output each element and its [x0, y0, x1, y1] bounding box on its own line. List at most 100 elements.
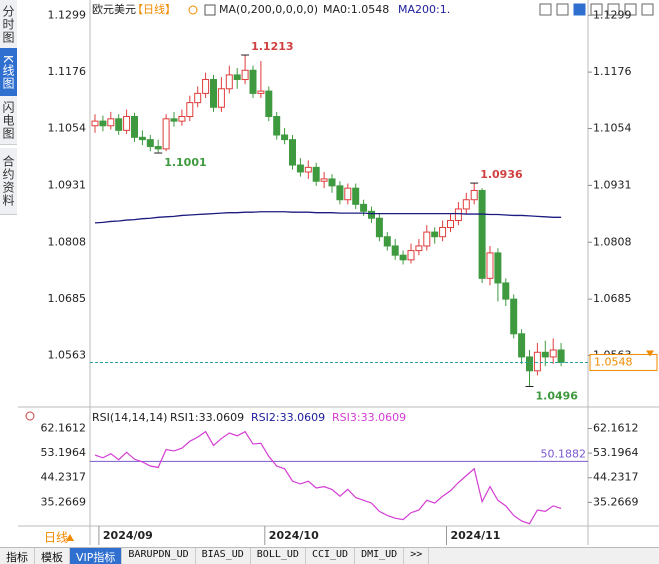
candle-body — [557, 349, 565, 363]
price-tag — [589, 353, 658, 371]
candle-body — [107, 118, 115, 127]
y-tick-label: 1.1176 — [48, 65, 87, 78]
candle-body — [304, 166, 312, 173]
icon[interactable] — [590, 3, 603, 16]
tab-bar: 指标 模板 VIP指标 BARUPDN_UD BIAS_UD BOLL_UD CCI_UD D… — [0, 547, 659, 564]
x-tick-label: 2024/09 — [103, 529, 153, 542]
tab[interactable]: BARUPDN_UD — [122, 548, 196, 564]
candle-body — [273, 116, 281, 136]
candle-body — [241, 69, 249, 81]
tab[interactable]: BIAS_UD — [196, 548, 251, 564]
y-tick-label: 1.1054 — [593, 122, 632, 135]
candle-body — [296, 164, 304, 173]
window-icons[interactable] — [539, 3, 654, 16]
annotation: 1.1213 — [251, 40, 293, 53]
symbol: 欧元美元 — [92, 3, 136, 16]
candle-body — [202, 79, 210, 94]
candle-body — [146, 139, 154, 148]
tab[interactable]: VIP指标 — [70, 548, 123, 564]
y-tick-label: 1.0563 — [48, 349, 87, 362]
tab[interactable]: >> — [404, 548, 430, 564]
legend-entry: RSI1:33.0609 — [170, 411, 244, 424]
candle-body — [99, 120, 107, 127]
tab-contract[interactable]: 合约资料 — [0, 148, 17, 215]
candle-body — [470, 189, 478, 201]
tab[interactable]: 指标 — [0, 548, 35, 564]
y-tick-label: 1.0685 — [48, 292, 87, 305]
icon[interactable] — [607, 3, 620, 16]
tab[interactable]: DMI_UD — [355, 548, 405, 564]
candle-body — [233, 74, 241, 81]
candle-body — [462, 199, 470, 210]
candle-body — [194, 92, 202, 104]
candle-body — [138, 136, 146, 141]
rsi-icon[interactable] — [25, 411, 35, 421]
candle-body — [423, 231, 431, 247]
candle-body — [526, 356, 533, 372]
candle-body — [541, 351, 549, 358]
candle-body — [391, 245, 399, 256]
rsi-line — [94, 430, 562, 525]
candle-body — [360, 203, 368, 212]
candle-body — [131, 116, 138, 138]
icon[interactable] — [556, 3, 569, 16]
candle-body — [494, 252, 502, 284]
ma-line — [94, 211, 562, 224]
y-tick-label: 1.0931 — [593, 178, 632, 191]
candle-body — [123, 116, 131, 131]
tab-flash[interactable]: 闪电图 — [0, 96, 17, 145]
y-tick-label: 1.0685 — [593, 292, 632, 305]
annotation: 1.0496 — [536, 390, 579, 403]
tab[interactable]: 模板 — [35, 548, 70, 564]
current-price: 1.0548 — [594, 355, 633, 368]
y-tick-label: 44.2317 — [41, 471, 87, 484]
period-arrow[interactable] — [66, 534, 74, 541]
y-tick-label: 35.2669 — [41, 495, 87, 508]
icon[interactable] — [641, 3, 654, 16]
y-tick-label: 35.2669 — [593, 495, 639, 508]
candle-body — [510, 298, 518, 335]
tab[interactable]: CCI_UD — [306, 548, 356, 564]
candle-body — [91, 120, 99, 127]
candle-body — [383, 236, 391, 247]
icon[interactable] — [624, 3, 637, 16]
candle-body — [399, 254, 407, 261]
candle-body — [154, 146, 162, 150]
x-tick-label: 2024/11 — [451, 529, 501, 542]
y-tick-label: 62.1612 — [593, 421, 639, 434]
candle-body — [320, 178, 328, 182]
left-axis-bg — [18, 0, 90, 547]
y-tick-label: 1.0931 — [48, 178, 87, 191]
candle-body — [162, 118, 170, 150]
candle-body — [210, 79, 217, 108]
candle-body — [257, 90, 265, 94]
candle-body — [478, 189, 486, 279]
candle-body — [415, 245, 423, 252]
footer-period[interactable]: 日线 — [44, 531, 68, 545]
tab-timeshare[interactable]: 分时图 — [0, 0, 17, 49]
period: 【日线】 — [132, 2, 176, 16]
annotation: 1.1001 — [164, 156, 206, 169]
tab[interactable]: BOLL_UD — [251, 548, 306, 564]
candle-body — [265, 90, 273, 118]
candle-body — [328, 178, 336, 187]
y-tick-label: 1.1176 — [593, 65, 632, 78]
icon[interactable] — [573, 3, 586, 16]
settings-icon[interactable] — [188, 5, 198, 15]
candle-body — [225, 74, 233, 90]
ma200-value: MA200:1. — [398, 3, 450, 16]
candle-body — [281, 134, 289, 141]
y-tick-label: 53.1964 — [41, 446, 87, 459]
candle-body — [312, 166, 320, 182]
indicator-icon[interactable] — [204, 4, 216, 16]
x-tick-label: 2024/10 — [269, 529, 319, 542]
candle-body — [368, 210, 375, 219]
icon[interactable] — [539, 3, 552, 16]
candle-body — [249, 69, 257, 94]
ma0-value: MA0:1.0548 — [323, 3, 389, 16]
candle-body — [170, 118, 178, 122]
y-tick-label: 53.1964 — [593, 446, 639, 459]
candle-body — [344, 187, 352, 201]
candle-body — [486, 252, 494, 279]
